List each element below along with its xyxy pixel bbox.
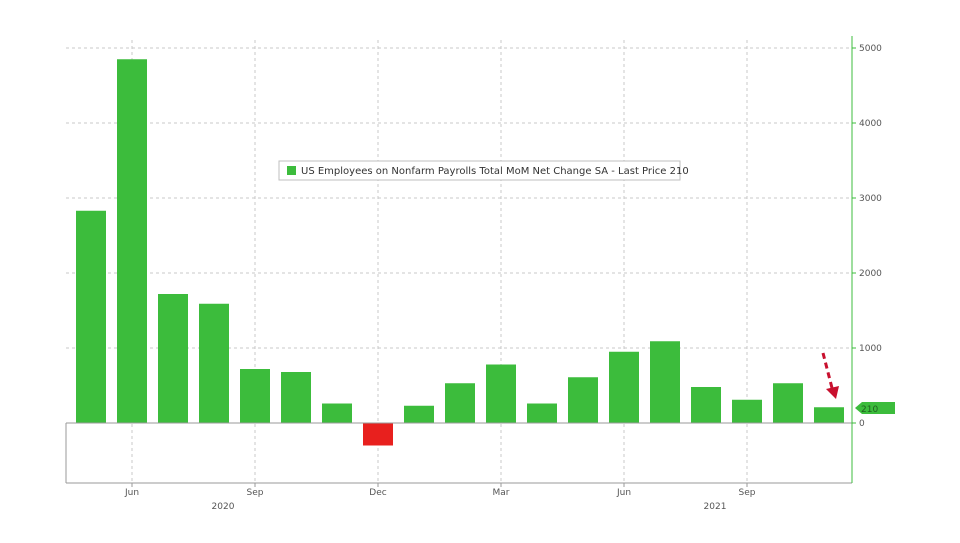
bars bbox=[76, 59, 844, 446]
y-tick-label: 2000 bbox=[859, 269, 882, 279]
last-value-label: 210 bbox=[861, 405, 878, 415]
bar bbox=[117, 59, 147, 423]
x-tick-labels: Jun 2020 Sep Dec Mar Jun 2021 Sep bbox=[124, 483, 756, 512]
x-tick-label: Jun bbox=[124, 488, 139, 498]
last-value-marker: 210 bbox=[855, 402, 895, 415]
y-tick-label: 1000 bbox=[859, 344, 882, 354]
y-tick-label: 5000 bbox=[859, 44, 882, 54]
x-tick-label: Sep bbox=[739, 488, 756, 498]
bar bbox=[691, 387, 721, 423]
bar bbox=[199, 303, 229, 423]
bar bbox=[363, 423, 393, 446]
bar bbox=[732, 399, 762, 423]
bar bbox=[445, 383, 475, 423]
x-tick-label: Dec bbox=[369, 488, 386, 498]
bar bbox=[568, 377, 598, 423]
bar bbox=[486, 364, 516, 423]
bar bbox=[240, 369, 270, 423]
y-tick-labels: 0 1000 2000 3000 4000 5000 bbox=[852, 44, 882, 429]
legend-label: US Employees on Nonfarm Payrolls Total M… bbox=[301, 166, 689, 177]
bar bbox=[322, 403, 352, 423]
bar bbox=[404, 405, 434, 423]
grid bbox=[66, 40, 852, 483]
legend-swatch bbox=[287, 166, 296, 175]
y-tick-label: 4000 bbox=[859, 119, 882, 129]
bar bbox=[76, 210, 106, 423]
last-value-tag bbox=[855, 402, 895, 414]
bar bbox=[158, 294, 188, 423]
legend: US Employees on Nonfarm Payrolls Total M… bbox=[278, 160, 689, 181]
x-year-label: 2020 bbox=[212, 502, 235, 512]
bar bbox=[609, 351, 639, 423]
pointer-arrow-head bbox=[826, 386, 839, 399]
bar bbox=[527, 403, 557, 423]
x-year-label: 2021 bbox=[704, 502, 727, 512]
bar bbox=[650, 341, 680, 423]
bar bbox=[281, 372, 311, 423]
bar bbox=[814, 407, 844, 423]
pointer-arrow-line bbox=[821, 352, 834, 389]
x-tick-label: Mar bbox=[493, 488, 510, 498]
pointer-arrow bbox=[821, 352, 839, 399]
legend-box bbox=[278, 160, 681, 181]
axes bbox=[65, 36, 853, 484]
y-tick-label: 3000 bbox=[859, 194, 882, 204]
x-tick-label: Sep bbox=[247, 488, 264, 498]
x-tick-label: Jun bbox=[616, 488, 631, 498]
y-tick-label: 0 bbox=[859, 419, 865, 429]
bar bbox=[773, 383, 803, 423]
